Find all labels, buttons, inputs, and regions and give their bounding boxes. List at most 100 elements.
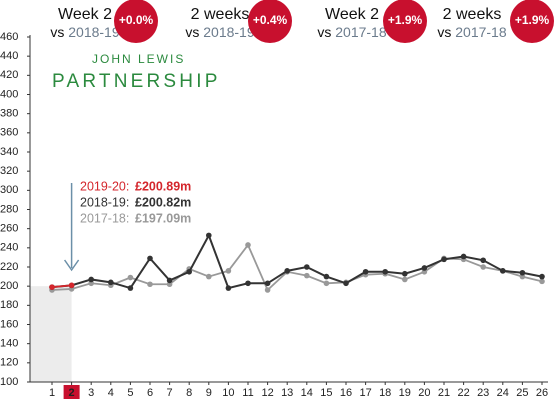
y-tick-label: 160 xyxy=(0,318,18,330)
stat-change: +1.9% xyxy=(515,13,550,27)
period: 2017-18 xyxy=(335,24,387,40)
x-tick-label: 22 xyxy=(457,387,469,399)
point xyxy=(166,281,173,288)
point xyxy=(480,264,487,270)
y-tick-label: 320 xyxy=(0,165,18,177)
y-tick-label: 420 xyxy=(0,69,18,81)
point xyxy=(304,264,310,270)
y-tick-label: 280 xyxy=(0,203,18,215)
x-tick-label: 18 xyxy=(379,387,391,399)
y-tick-label: 400 xyxy=(0,88,18,100)
y-tick-label: 240 xyxy=(0,242,18,254)
y-tick-label: 460 xyxy=(0,31,18,43)
legend-name: 2018-19: xyxy=(80,195,129,209)
y-tick-label: 380 xyxy=(0,108,18,120)
point xyxy=(343,280,349,287)
x-tick-label: 5 xyxy=(127,387,133,399)
point xyxy=(88,280,94,287)
x-tick-label: 6 xyxy=(147,387,153,399)
point xyxy=(304,272,310,279)
point xyxy=(225,268,232,274)
point xyxy=(284,268,291,274)
x-tick-label: 11 xyxy=(242,387,253,399)
arrow-head xyxy=(63,259,80,272)
point xyxy=(323,273,330,280)
point xyxy=(421,265,428,271)
point xyxy=(539,278,545,285)
badge xyxy=(114,0,158,43)
legend-value: £197.09m xyxy=(135,211,191,225)
logo-line2: PARTNERSHIP xyxy=(52,71,221,92)
x-tick-label: 13 xyxy=(281,387,293,399)
x-tick-label: 7 xyxy=(167,387,173,399)
point xyxy=(166,277,173,284)
vs: vs xyxy=(185,24,199,40)
legend-value: £200.89m xyxy=(135,179,191,193)
x-tick-label: 19 xyxy=(399,387,411,399)
legend-value: £200.82m xyxy=(135,195,191,209)
stat-vs: vs 2017-18 xyxy=(437,24,506,40)
point xyxy=(245,242,251,248)
badge xyxy=(248,0,292,43)
y-tick-label: 180 xyxy=(0,299,18,311)
series-line xyxy=(51,243,543,292)
x-tick-label: 8 xyxy=(186,387,192,399)
y-tick-label: 120 xyxy=(0,357,18,369)
point xyxy=(88,276,94,283)
period: 2017-18 xyxy=(455,24,507,40)
point xyxy=(127,285,134,291)
point xyxy=(421,268,428,275)
point xyxy=(186,268,192,275)
x-tick-label: 24 xyxy=(497,387,509,399)
point xyxy=(519,273,526,280)
stat-vs: vs 2017-18 xyxy=(317,24,386,40)
x-tick-label: 25 xyxy=(516,387,528,399)
x-tick-label: 23 xyxy=(477,387,489,399)
stat-vs: vs 2018-19 xyxy=(185,24,254,40)
x-tick-label: 20 xyxy=(418,387,430,399)
x-tick-label: 4 xyxy=(108,387,114,399)
highlight-area xyxy=(30,286,72,382)
vs: vs xyxy=(437,24,451,40)
y-tick-label: 360 xyxy=(0,127,18,139)
x-tick-label: 14 xyxy=(301,387,313,399)
x-tick-label: 9 xyxy=(206,387,212,399)
vs: vs xyxy=(50,24,64,40)
point xyxy=(539,273,545,280)
y-tick-label: 260 xyxy=(0,223,18,235)
x-tick-label: 21 xyxy=(438,387,450,399)
point xyxy=(147,281,153,288)
y-tick-label: 340 xyxy=(0,146,18,158)
point xyxy=(127,274,134,281)
legend-name: 2019-20: xyxy=(80,179,129,193)
x-tick-label: 26 xyxy=(536,387,548,399)
x-tick-label: 10 xyxy=(222,387,234,399)
badge xyxy=(383,0,427,43)
y-tick-label: 300 xyxy=(0,184,18,196)
point xyxy=(206,273,212,280)
x-highlight xyxy=(63,385,80,399)
point xyxy=(460,253,467,260)
point xyxy=(264,280,271,287)
point xyxy=(519,269,526,276)
stat-title: Week 2 xyxy=(325,6,379,23)
point xyxy=(264,287,271,293)
series-line xyxy=(51,284,72,289)
x-tick-label: 3 xyxy=(88,387,94,399)
stat-change: +0.4% xyxy=(253,13,288,27)
x-tick-label: 2 xyxy=(69,387,75,399)
x-tick-label: 16 xyxy=(340,387,352,399)
stat-title: Week 2 xyxy=(58,6,112,23)
y-tick-label: 220 xyxy=(0,261,18,273)
point xyxy=(245,280,251,287)
point xyxy=(480,257,487,264)
stat-title: 2 weeks xyxy=(191,6,250,23)
x-tick-label: 12 xyxy=(261,387,273,399)
stat-change: +1.9% xyxy=(388,13,423,27)
x-tick-label: 1 xyxy=(49,387,55,399)
y-tick-label: 100 xyxy=(0,376,18,388)
point xyxy=(500,268,506,274)
point xyxy=(49,284,55,290)
logo-line1: JOHN LEWIS xyxy=(92,52,185,66)
